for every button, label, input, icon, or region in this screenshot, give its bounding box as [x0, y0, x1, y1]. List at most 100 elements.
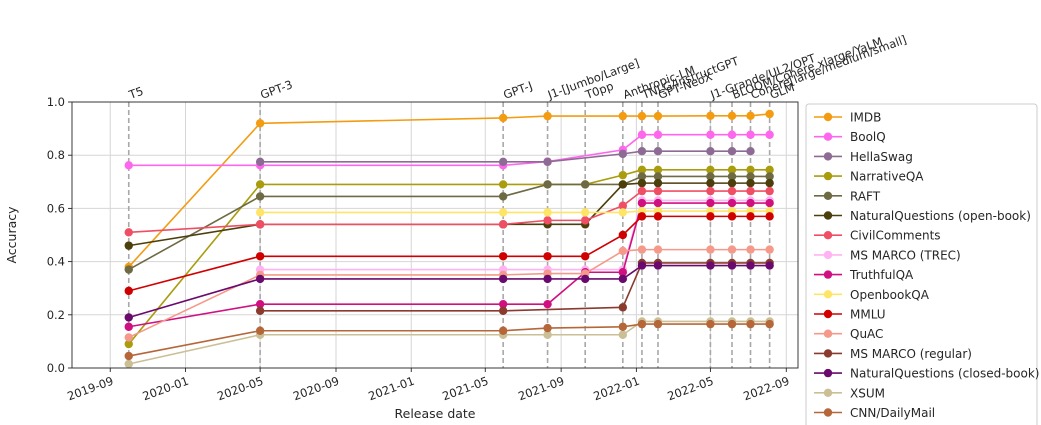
data-point: [580, 216, 590, 225]
data-point: [637, 186, 647, 196]
x-tick-label: 2021-09: [516, 374, 566, 404]
data-point: [124, 228, 133, 237]
data-point: [727, 198, 737, 208]
legend-marker: [823, 388, 833, 397]
data-point: [543, 274, 552, 284]
legend-label: NaturalQuestions (open-book): [850, 209, 1031, 223]
data-point: [765, 109, 774, 119]
legend-marker: [823, 290, 833, 299]
data-point: [706, 178, 715, 188]
legend-marker: [823, 171, 833, 181]
data-point: [255, 157, 265, 167]
x-tick-label: 2021-01: [366, 374, 416, 404]
data-point: [124, 286, 133, 296]
x-tick-label: 2022-09: [741, 374, 791, 404]
data-point: [124, 241, 133, 250]
data-point: [765, 165, 774, 175]
legend-label: QuAC: [850, 327, 883, 341]
data-point: [746, 172, 755, 181]
y-tick-label: 0.0: [47, 361, 65, 375]
data-point: [543, 330, 552, 339]
data-point: [543, 157, 552, 167]
legend-item: HellaSwag: [814, 150, 913, 164]
data-point: [580, 180, 590, 189]
legend: IMDB BoolQ HellaSwag NarrativeQA RAFT Natural…: [805, 103, 1039, 425]
data-point: [255, 306, 265, 316]
legend-item: NarrativeQA: [814, 170, 924, 184]
legend-marker: [823, 112, 833, 122]
legend-item: QuAC: [814, 327, 883, 341]
series-imdb: [124, 109, 774, 272]
data-point: [124, 265, 133, 274]
legend-label: MMLU: [850, 308, 886, 322]
data-point: [706, 130, 715, 139]
data-point: [543, 299, 552, 309]
data-point: [124, 339, 133, 349]
data-point: [580, 274, 590, 284]
data-point: [498, 208, 508, 217]
data-point: [580, 252, 590, 261]
series-civilcomments: [124, 186, 774, 237]
data-point: [543, 180, 552, 189]
data-point: [706, 111, 715, 121]
data-point: [618, 111, 628, 121]
data-point: [255, 252, 265, 261]
data-point: [637, 212, 647, 221]
legend-label: RAFT: [850, 189, 881, 203]
y-axis-label: Accuracy: [4, 206, 19, 264]
data-point: [618, 274, 628, 284]
data-point: [746, 319, 755, 329]
data-point: [727, 212, 737, 221]
legend-label: OpenbookQA: [850, 288, 930, 302]
data-point: [255, 119, 265, 128]
data-point: [637, 172, 647, 181]
data-point: [498, 113, 508, 123]
data-point: [543, 216, 552, 225]
data-point: [498, 299, 508, 309]
legend-marker: [823, 152, 833, 161]
data-point: [653, 261, 663, 270]
data-point: [498, 306, 508, 316]
data-point: [706, 172, 715, 181]
legend-marker: [823, 349, 833, 358]
legend-label: BoolQ: [850, 130, 886, 144]
data-point: [498, 326, 508, 335]
x-tick-label: 2020-05: [215, 374, 265, 404]
legend-label: MS MARCO (regular): [850, 347, 972, 361]
legend-label: IMDB: [850, 111, 881, 125]
legend-label: TruthfulQA: [849, 268, 914, 282]
data-point: [746, 130, 755, 139]
data-point: [653, 178, 663, 188]
data-point: [746, 178, 755, 188]
data-point: [255, 274, 265, 284]
data-point: [124, 351, 133, 361]
series-naturalquestions-closed-book-: [124, 261, 774, 322]
data-point: [653, 111, 663, 121]
data-point: [498, 180, 508, 189]
model-labels: T5 GPT-3 GPT-J J1-[Jumbo/Large]T0pp Anthropi…: [126, 32, 908, 102]
data-point: [765, 319, 774, 329]
data-point: [543, 252, 552, 261]
data-point: [706, 319, 715, 329]
data-point: [255, 180, 265, 189]
data-point: [618, 330, 628, 339]
y-tick-label: 0.4: [47, 255, 65, 269]
data-point: [637, 261, 647, 270]
data-point: [765, 245, 774, 254]
legend-marker: [823, 191, 833, 200]
data-point: [653, 319, 663, 329]
legend-label: NarrativeQA: [850, 170, 924, 184]
data-point: [653, 172, 663, 181]
data-point: [618, 268, 628, 277]
legend-label: XSUM: [850, 386, 885, 400]
plot-frame: [71, 101, 799, 369]
data-point: [498, 192, 508, 201]
data-point: [618, 322, 628, 331]
legend-label: NaturalQuestions (closed-book): [850, 367, 1039, 381]
legend-item: NaturalQuestions (open-book): [814, 209, 1031, 223]
data-point: [746, 111, 755, 121]
data-point: [765, 130, 774, 139]
data-point: [765, 261, 774, 270]
legend-label: HellaSwag: [850, 150, 913, 164]
model-label: GPT-J: [501, 78, 534, 101]
